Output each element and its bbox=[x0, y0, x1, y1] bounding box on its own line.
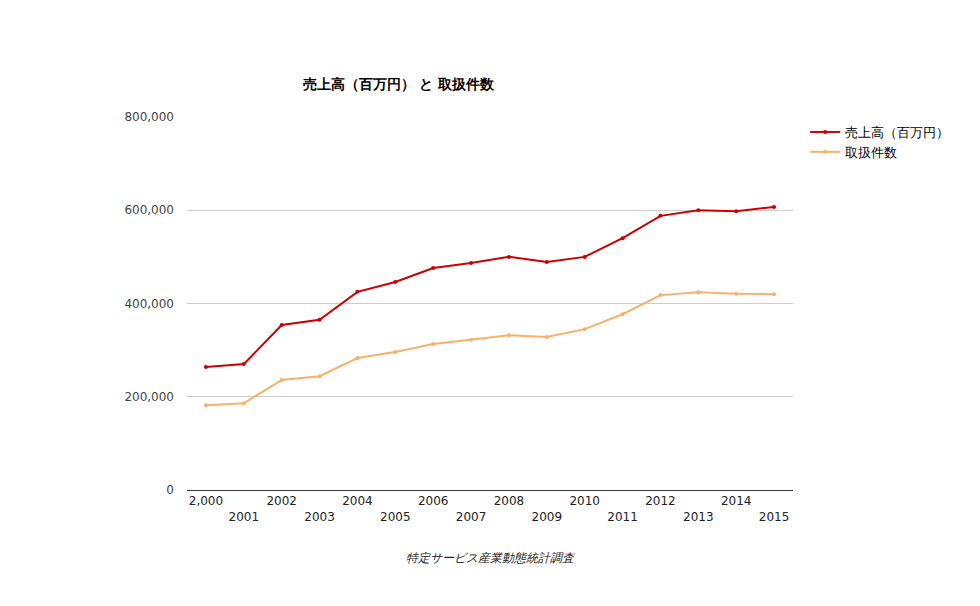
svg-text:特定サービス産業動態統計調査: 特定サービス産業動態統計調査 bbox=[406, 551, 576, 565]
svg-text:2003: 2003 bbox=[304, 510, 335, 524]
svg-text:2012: 2012 bbox=[645, 494, 676, 508]
svg-text:2010: 2010 bbox=[569, 494, 600, 508]
svg-text:2015: 2015 bbox=[759, 510, 790, 524]
svg-text:2008: 2008 bbox=[494, 494, 525, 508]
svg-text:0: 0 bbox=[166, 483, 174, 497]
svg-text:2001: 2001 bbox=[229, 510, 260, 524]
svg-text:2009: 2009 bbox=[532, 510, 563, 524]
svg-text:2005: 2005 bbox=[380, 510, 411, 524]
svg-text:200,000: 200,000 bbox=[124, 390, 174, 404]
svg-text:2002: 2002 bbox=[266, 494, 297, 508]
svg-text:800,000: 800,000 bbox=[124, 110, 174, 124]
svg-text:売上高（百万円）: 売上高（百万円） bbox=[845, 125, 949, 140]
svg-text:2006: 2006 bbox=[418, 494, 449, 508]
svg-text:売上高（百万円） と 取扱件数: 売上高（百万円） と 取扱件数 bbox=[303, 76, 496, 92]
svg-text:600,000: 600,000 bbox=[124, 203, 174, 217]
svg-text:2014: 2014 bbox=[721, 494, 752, 508]
svg-text:2013: 2013 bbox=[683, 510, 714, 524]
svg-text:取扱件数: 取扱件数 bbox=[845, 145, 897, 160]
svg-text:2,000: 2,000 bbox=[189, 494, 223, 508]
svg-text:2004: 2004 bbox=[342, 494, 373, 508]
svg-text:2011: 2011 bbox=[607, 510, 638, 524]
svg-text:400,000: 400,000 bbox=[124, 297, 174, 311]
svg-text:2007: 2007 bbox=[456, 510, 487, 524]
